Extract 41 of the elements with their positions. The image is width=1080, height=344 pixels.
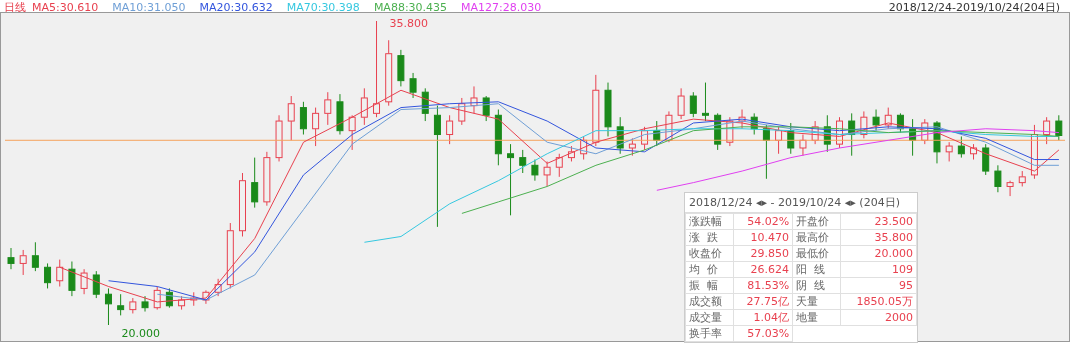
- annotation: 109: [840, 261, 917, 278]
- text: 57.03%: [733, 325, 793, 342]
- annotation: 20.000: [840, 245, 917, 262]
- text: 换手率: [685, 325, 734, 342]
- annotation: 收盘价: [685, 245, 734, 262]
- annotation: 成交量: [685, 309, 734, 326]
- chart-title: 日线: [4, 1, 26, 14]
- annotation: 29.850: [733, 245, 793, 262]
- text: MA10:31.050: [112, 1, 186, 14]
- annotation: 地量: [792, 309, 841, 326]
- annotation: 10.470: [733, 229, 793, 246]
- annotation: 开盘价: [792, 213, 841, 230]
- annotation: 天量: [792, 293, 841, 310]
- annotation: 最高价: [792, 229, 841, 246]
- annotation: 阳 线: [792, 261, 841, 278]
- annotation: 阴 线: [792, 277, 841, 294]
- annotation: 35.800: [389, 16, 429, 30]
- annotation: 涨跌幅: [685, 213, 734, 230]
- annotation: 54.02%: [733, 213, 793, 230]
- annotation: 成交额: [685, 293, 734, 310]
- annotation: 最低价: [792, 245, 841, 262]
- annotation: 26.624: [733, 261, 793, 278]
- annotation: 涨 跌: [685, 229, 734, 246]
- chart-subtitle: 2018/12/24-2019/10/24(204日): [888, 0, 1060, 15]
- annotation: 81.53%: [733, 277, 793, 294]
- annotation: 95: [840, 277, 917, 294]
- annotation: 1.04亿: [733, 309, 793, 326]
- text: 20.000: [121, 326, 161, 340]
- text: MA127:28.030: [461, 1, 542, 14]
- annotation: 1850.05万: [840, 293, 917, 310]
- text: MA20:30.632: [199, 1, 273, 14]
- text: MA70:30.398: [286, 1, 360, 14]
- text: MA88:30.435: [373, 1, 448, 14]
- annotation: 35.800: [840, 229, 917, 246]
- annotation: 振 幅: [685, 277, 734, 294]
- annotation: 2018/12/24 ◂▸ - 2019/10/24 ◂▸ (204日): [685, 193, 917, 213]
- annotation: 27.75亿: [733, 293, 793, 310]
- annotation: 23.500: [840, 213, 917, 230]
- text: MA5:30.610: [32, 1, 99, 14]
- annotation: 均 价: [685, 261, 734, 278]
- annotation: 2000: [840, 309, 917, 326]
